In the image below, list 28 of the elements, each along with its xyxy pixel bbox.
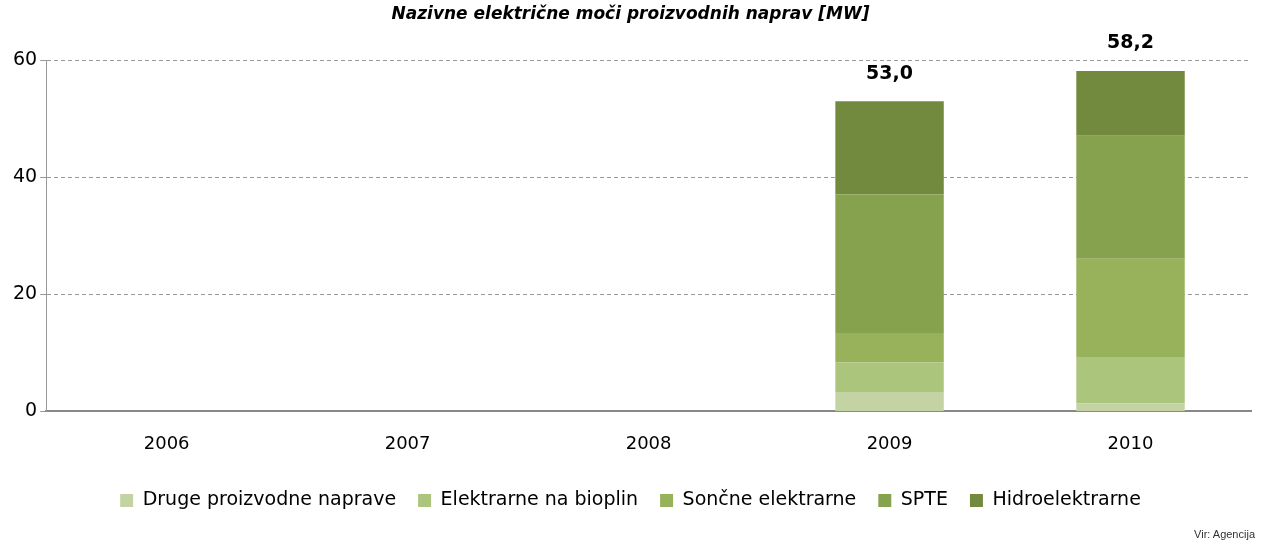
bar: [1076, 258, 1185, 357]
x-tick-label: 2006: [143, 431, 190, 453]
chart-title: Nazivne električne moči proizvodnih naprav [MW]: [391, 2, 870, 23]
y-tick-label: 20: [12, 281, 38, 304]
bar: [1076, 135, 1185, 259]
bar: [1076, 70, 1185, 136]
bar: [1076, 357, 1185, 404]
legend-label: Elektrarne na bioplin: [440, 487, 639, 510]
y-tick-label: 0: [25, 398, 38, 421]
y-tick-label: 60: [12, 47, 38, 70]
legend-label: Sončne elektrarne: [682, 487, 857, 510]
bar: [835, 194, 944, 334]
bar: [835, 101, 944, 195]
bar: [835, 333, 944, 363]
legend-label: Hidroelektrarne: [992, 487, 1141, 510]
total-label: 58,2: [1107, 30, 1154, 53]
x-tick-label: 2009: [866, 431, 913, 453]
legend-label: SPTE: [900, 487, 948, 510]
x-tick-label: 2007: [384, 431, 431, 453]
bar: [1076, 403, 1185, 411]
text: Vir: Agencija: [1194, 528, 1255, 540]
legend-label: Druge proizvodne naprave: [142, 487, 397, 510]
bar: [835, 392, 944, 411]
bar: [835, 362, 944, 393]
total-label: 53,0: [866, 60, 913, 83]
x-tick-label: 2010: [1107, 431, 1154, 453]
x-tick-label: 2008: [625, 431, 672, 453]
y-tick-label: 40: [12, 164, 38, 187]
